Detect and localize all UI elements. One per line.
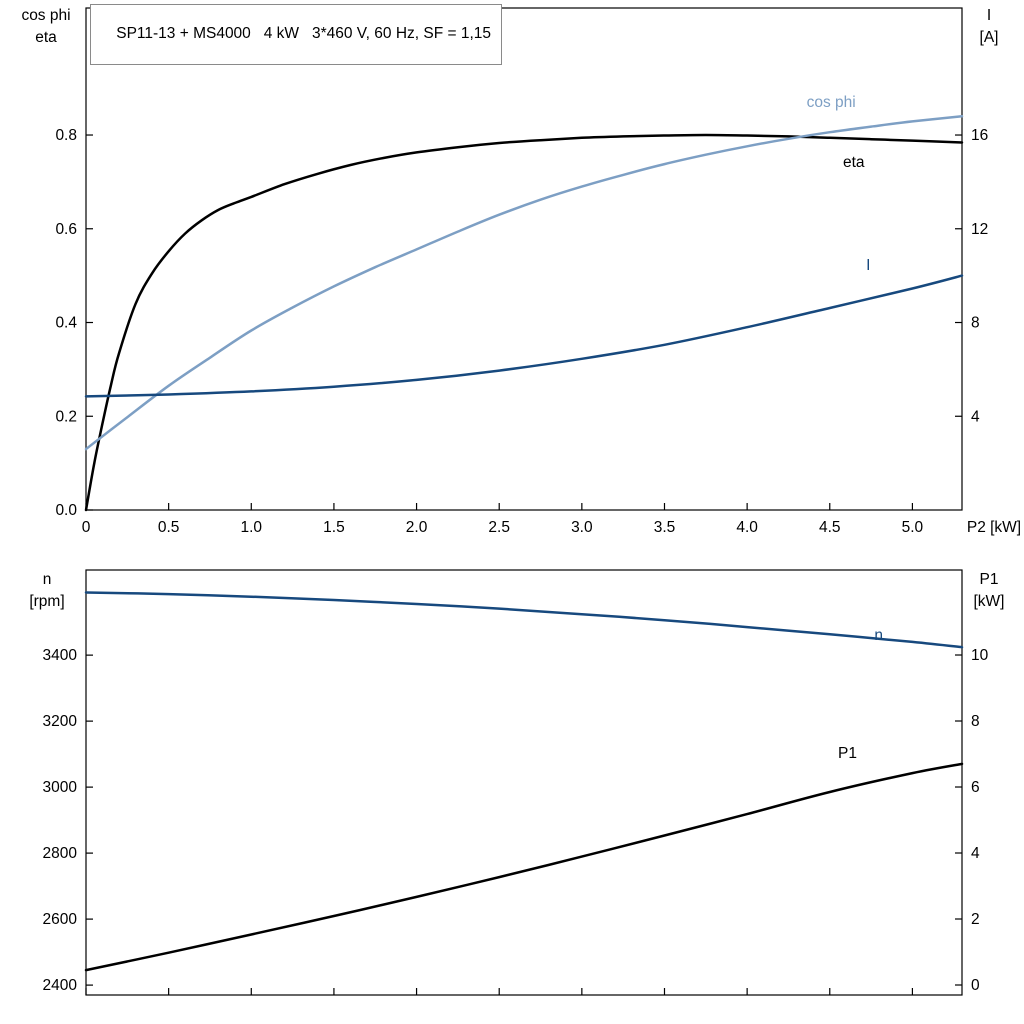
top-chart: 0 0.5 1.0 1.5 2.0 2.5 3.0 3.5 4.0 4.5 5.0 P2 [kW] 0.… (21, 7, 1021, 536)
chart-title: SP11-13 + MS4000 4 kW 3*460 V, 60 Hz, SF… (116, 25, 492, 42)
curve-eta (84, 133, 964, 512)
left-axis-title: eta (35, 29, 57, 46)
curve-label-eta: eta (843, 154, 865, 171)
x-tick-label: 4.5 (819, 519, 841, 536)
curve-label-P1: P1 (838, 745, 857, 762)
x-tick-label: 0.5 (158, 519, 180, 536)
right-tick-label: 8 (971, 713, 980, 730)
left-tick-label: 0.6 (55, 221, 77, 238)
curve-label-I: I (866, 257, 870, 274)
plot-frame (85, 569, 963, 996)
curve-I (84, 274, 964, 398)
curve-cos-phi (84, 115, 964, 451)
x-tick-label: 1.5 (323, 519, 345, 536)
chart-title-box: SP11-13 + MS4000 4 kW 3*460 V, 60 Hz, SF… (90, 4, 503, 65)
left-tick-label: 0.0 (55, 502, 77, 519)
left-tick-label: 0.8 (55, 127, 77, 144)
right-tick-label: 8 (971, 315, 980, 332)
left-tick-label: 0.4 (55, 315, 77, 332)
right-tick-label: 0 (971, 977, 980, 994)
left-tick-label: 3400 (43, 647, 78, 664)
right-tick-label: 6 (971, 779, 980, 796)
right-tick-label: 4 (971, 408, 980, 425)
x-tick-label: 0 (82, 519, 91, 536)
right-tick-label: 10 (971, 647, 989, 664)
right-tick-label: 16 (971, 127, 988, 144)
curve-n (84, 591, 964, 649)
curve-label-n: n (874, 627, 883, 644)
left-tick-label: 0.2 (55, 408, 77, 425)
left-axis-title: [rpm] (29, 593, 64, 610)
right-axis-title: [kW] (974, 593, 1005, 610)
right-tick-label: 12 (971, 221, 988, 238)
x-tick-label: 3.0 (571, 519, 593, 536)
x-tick-label: 2.0 (406, 519, 428, 536)
bottom-chart: 2400 2600 2800 3000 3200 3400 0 2 4 6 8 10 n [rpm] P1 [… (29, 569, 1005, 996)
left-tick-label: 2400 (43, 977, 78, 994)
left-tick-label: 2600 (43, 911, 78, 928)
right-tick-label: 2 (971, 911, 980, 928)
x-axis-title: P2 [kW] (967, 519, 1021, 536)
left-tick-label: 3200 (43, 713, 78, 730)
x-tick-label: 4.0 (736, 519, 758, 536)
left-tick-label: 2800 (43, 845, 78, 862)
left-axis-title: n (43, 571, 52, 588)
right-axis-title: P1 (980, 571, 999, 588)
left-axis-title: cos phi (21, 7, 70, 24)
right-tick-label: 4 (971, 845, 980, 862)
right-axis-title: [A] (980, 29, 999, 46)
curve-P1 (84, 762, 964, 972)
x-tick-label: 2.5 (488, 519, 510, 536)
x-tick-label: 5.0 (902, 519, 924, 536)
right-axis-title: I (987, 7, 991, 24)
curve-label-cos-phi: cos phi (807, 94, 856, 111)
x-tick-label: 3.5 (654, 519, 676, 536)
x-tick-label: 1.0 (241, 519, 263, 536)
left-tick-label: 3000 (43, 779, 78, 796)
plot-frame (85, 7, 963, 511)
